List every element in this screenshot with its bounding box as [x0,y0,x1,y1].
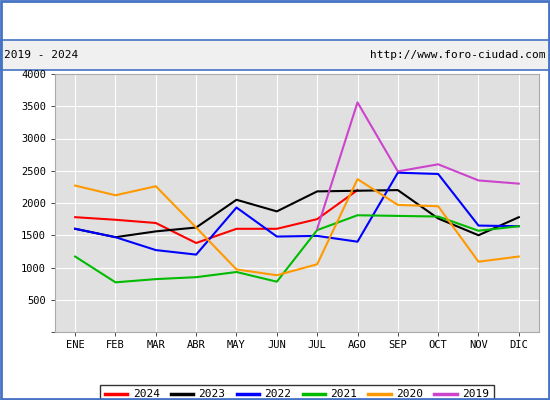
Legend: 2024, 2023, 2022, 2021, 2020, 2019: 2024, 2023, 2022, 2021, 2020, 2019 [101,385,493,400]
Text: Evolucion Nº Turistas Nacionales en el municipio de Ólvega: Evolucion Nº Turistas Nacionales en el m… [69,12,481,28]
Text: 2019 - 2024: 2019 - 2024 [4,50,79,60]
Text: http://www.foro-ciudad.com: http://www.foro-ciudad.com [370,50,546,60]
